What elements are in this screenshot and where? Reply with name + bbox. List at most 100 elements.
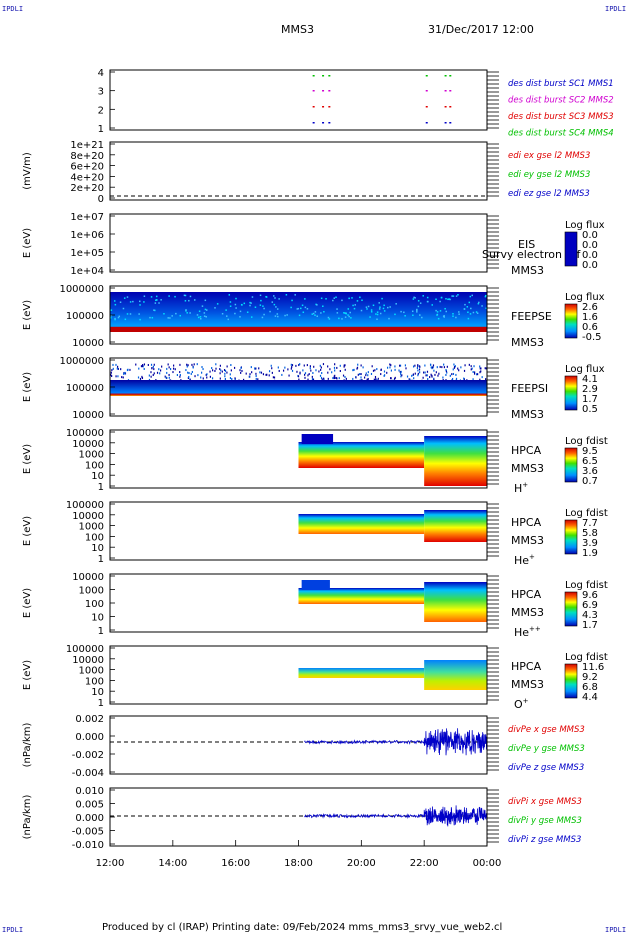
spectrogram-speckle <box>472 311 475 314</box>
spectrogram-speckle <box>143 367 145 370</box>
spectrogram-speckle <box>304 306 307 309</box>
y-tick-label: 10 <box>91 613 104 624</box>
spectrogram-speckle <box>432 366 434 369</box>
spectrogram-speckle <box>318 370 320 373</box>
colorbar-tick-label: 0.0 <box>582 260 598 271</box>
spectrogram-speckle <box>225 309 227 311</box>
y-tick-label: 0.002 <box>75 714 104 725</box>
spectrogram-speckle <box>476 312 479 314</box>
burst-mark <box>444 106 447 108</box>
colorbar <box>564 519 578 555</box>
spectrogram-speckle <box>312 312 315 315</box>
colorbar-title: Log fdist <box>565 652 608 663</box>
spectrogram-speckle <box>119 301 122 303</box>
colorbar-tick-label: 2.9 <box>582 384 598 395</box>
spectrogram-speckle <box>266 373 268 376</box>
spectrogram-speckle <box>313 365 315 368</box>
spectrogram-speckle <box>400 310 402 313</box>
spectrogram-speckle <box>143 363 146 366</box>
colorbar-tick-label: -0.5 <box>582 332 602 343</box>
spectrogram-speckle <box>265 373 267 376</box>
spacecraft-label: MMS3 <box>511 264 544 277</box>
colorbar-tick-label: 4.4 <box>582 692 598 703</box>
spectrogram-speckle <box>373 378 375 381</box>
spectrogram-speckle <box>341 318 343 320</box>
legend-entry: des dist burst SC2 MMS2 <box>508 96 614 106</box>
species-label: H+ <box>514 481 528 495</box>
spectrogram-speckle <box>438 372 440 375</box>
spectrogram-speckle <box>365 372 367 375</box>
spectrogram-speckle <box>472 378 474 381</box>
colorbar <box>564 447 578 483</box>
spectrogram-speckle <box>221 370 223 373</box>
spectrogram-he2-main <box>298 588 425 604</box>
colorbar-title: Log fdist <box>565 508 608 519</box>
spectrogram-speckle <box>344 312 346 314</box>
y-tick-label: 100000 <box>66 383 104 394</box>
instrument-label: FEEPSI <box>511 382 548 395</box>
spectrogram-speckle <box>110 317 112 319</box>
spectrogram-speckle <box>443 363 445 366</box>
spectrogram-speckle <box>356 300 359 302</box>
spectrogram-speckle <box>115 363 117 366</box>
y-tick-label: 1 <box>98 626 104 637</box>
spectrogram-speckle <box>448 298 450 300</box>
spacecraft-label: MMS3 <box>511 606 544 619</box>
spectrogram-speckle <box>390 369 392 372</box>
spacecraft-label: MMS3 <box>511 678 544 691</box>
spectrogram-speckle <box>383 370 386 373</box>
spectrogram-speckle <box>312 371 314 374</box>
spectrogram-speckle <box>343 312 345 314</box>
spectrogram-speckle <box>440 296 443 299</box>
spectrogram-speckle <box>319 374 322 377</box>
spectrogram-speckle <box>480 370 482 373</box>
spectrogram-speckle <box>284 366 286 369</box>
spectrogram-speckle <box>149 316 151 319</box>
y-tick-label: 10 <box>91 543 104 554</box>
y-tick-label: 1e+21 <box>70 140 104 151</box>
spectrogram-speckle <box>400 370 402 373</box>
y-tick-label: 4e+20 <box>70 172 104 183</box>
spectrogram-speckle <box>394 376 396 379</box>
spectrogram-speckle <box>433 369 435 372</box>
colorbar-title: Log fdist <box>565 436 608 447</box>
panel-feepse: 1000000 100000 10000 E (eV) FEEPSE MMS3 Log fl… <box>22 284 605 349</box>
y-axis-label: E (eV) <box>22 228 33 258</box>
spectrogram-speckle <box>291 366 293 369</box>
spectrogram-speckle <box>185 309 187 311</box>
species-label: He++ <box>514 625 541 639</box>
spectrogram-speckle <box>151 316 154 319</box>
spectrogram-speckle <box>274 315 277 317</box>
spectrogram-he2-late <box>424 582 487 622</box>
y-tick-label: -0.004 <box>72 768 104 779</box>
spectrogram-speckle <box>153 368 155 371</box>
spectrogram-speckle <box>288 374 290 377</box>
spectrogram-speckle <box>200 318 202 320</box>
spectrogram-speckle <box>352 304 354 307</box>
spectrogram-speckle <box>479 378 481 381</box>
spectrogram-speckle <box>168 366 170 369</box>
spectrogram-speckle <box>406 375 409 378</box>
spectrogram-speckle <box>110 373 112 376</box>
spectrogram-speckle <box>113 300 116 302</box>
spectrogram-speckle <box>414 364 416 367</box>
spectrogram-speckle <box>167 363 169 366</box>
spectrogram-speckle <box>323 377 325 380</box>
spectrogram-speckle <box>163 313 165 315</box>
spectrogram-speckle <box>227 318 230 321</box>
burst-mark <box>312 122 315 124</box>
colorbar-tick-label: 4.1 <box>582 374 598 385</box>
spectrogram-speckle <box>309 365 311 368</box>
spectrogram-speckle <box>472 370 474 373</box>
spectrogram-speckle <box>355 376 357 379</box>
colorbar-tick-label: 0.6 <box>582 322 598 333</box>
spectrogram-speckle <box>156 371 159 374</box>
spectrogram-speckle <box>111 375 113 378</box>
spectrogram-speckle <box>260 299 262 302</box>
spectrogram-speckle <box>331 371 333 374</box>
spectrogram-speckle <box>191 370 193 373</box>
y-tick-label: 10000 <box>72 655 104 666</box>
spectrogram-speckle <box>439 310 442 312</box>
colorbar-tick-label: 9.5 <box>582 446 598 457</box>
y-tick-label: 10000 <box>72 572 104 583</box>
